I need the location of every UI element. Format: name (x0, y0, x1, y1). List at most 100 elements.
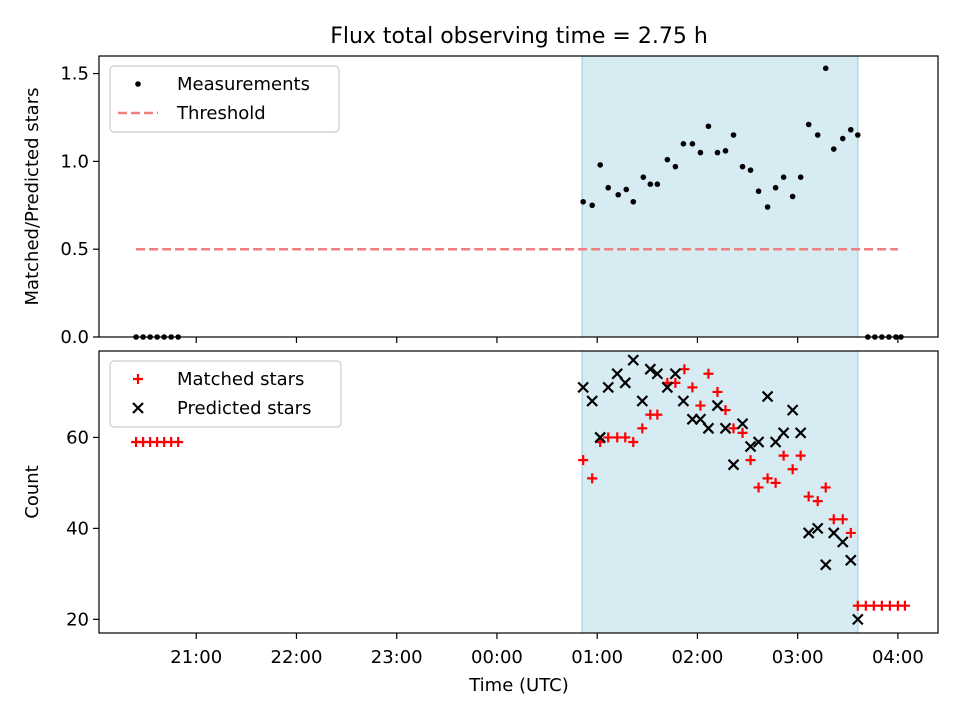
matched-star-marker (837, 514, 848, 525)
matched-star-marker (787, 464, 798, 475)
matched-star-marker (628, 436, 639, 447)
measurement-point (814, 132, 821, 138)
predicted-star-marker (752, 436, 765, 448)
panel-1: 0.0 0.5 1.0 1.5 Matched/Predicted stars Measu… (22, 55, 939, 348)
legend: Matched stars Predicted stars (109, 360, 342, 428)
predicted-star-marker (651, 367, 664, 380)
measurement-point (615, 191, 622, 198)
predicted-star-marker (661, 381, 674, 394)
predicted-star-marker (769, 436, 782, 448)
predicted-star-marker (594, 431, 606, 444)
predicted-star-marker (677, 395, 690, 407)
measurement-point (764, 204, 771, 210)
y-tick-label: 1.5 (60, 64, 89, 85)
measurement-point (772, 184, 779, 191)
plot-frame (98, 350, 939, 634)
measurement-point (623, 186, 630, 193)
matched-star-marker (637, 423, 648, 434)
predicted-star-marker (602, 381, 614, 394)
predicted-star-marker (636, 395, 649, 407)
y-tick-label: 20 (66, 609, 89, 630)
measurement-point (830, 146, 837, 152)
y-axis-label: Count (22, 465, 43, 518)
matched-star-marker (778, 450, 789, 461)
measurement-point (797, 174, 804, 180)
legend-label: Measurements (177, 74, 310, 95)
measurement-point (847, 126, 854, 133)
matched-star-marker (687, 382, 698, 393)
measurement-point (714, 149, 721, 156)
measurement-point (654, 181, 661, 188)
legend-box (109, 360, 342, 428)
observing-window-band (582, 351, 858, 633)
measurement-point (680, 141, 687, 147)
legend-x-icon (132, 402, 144, 414)
legend-label: Predicted stars (177, 398, 311, 419)
panels: 0.0 0.5 1.0 1.5 Matched/Predicted stars Measu… (22, 55, 939, 668)
x-tick-label: 02:00 (671, 647, 723, 668)
predicted-star-marker (744, 440, 757, 453)
predicted-star-marker (761, 390, 774, 403)
matched-star-marker (828, 514, 839, 525)
x-tick-label: 23:00 (371, 647, 423, 668)
panel-2: 20 40 60 21:00 22:00 23:00 00:00 01:00 02:00 03:0… (22, 350, 939, 668)
measurement-point (589, 202, 595, 209)
measurement-point (647, 181, 654, 188)
predicted-star-marker (827, 527, 840, 539)
measurement-point (747, 167, 754, 173)
plot-frame (98, 55, 939, 338)
series-matched-stars (131, 364, 910, 611)
predicted-star-marker (711, 399, 724, 412)
measurement-point (805, 121, 812, 128)
matched-star-marker (770, 477, 781, 488)
x-tick-label: 01:00 (571, 647, 623, 668)
measurement-point (789, 193, 796, 200)
chart-title: Flux total observing time = 2.75 h (330, 24, 708, 49)
measurement-point (697, 149, 704, 156)
legend-label: Matched stars (177, 369, 304, 390)
predicted-star-marker (836, 536, 849, 548)
predicted-star-marker (786, 404, 799, 416)
predicted-star-marker (586, 395, 598, 407)
predicted-star-marker (819, 558, 832, 571)
predicted-star-marker (794, 427, 807, 439)
predicted-star-marker (845, 554, 857, 567)
matched-star-marker (762, 473, 773, 484)
legend-plus-icon (133, 374, 143, 384)
legend-box (109, 65, 340, 133)
predicted-star-marker (669, 367, 682, 380)
predicted-star-marker (777, 427, 790, 439)
matched-star-marker (695, 400, 706, 411)
predicted-star-marker (719, 422, 732, 435)
matched-star-marker (173, 436, 184, 447)
matched-star-marker (652, 409, 663, 420)
predicted-star-marker (611, 367, 624, 380)
x-tick-label: 00:00 (471, 647, 523, 668)
matched-star-marker (737, 427, 748, 438)
predicted-star-marker (619, 377, 632, 389)
measurement-point (597, 162, 603, 168)
legend: Measurements Threshold (109, 65, 340, 133)
matched-star-marker (845, 527, 856, 538)
measurement-point (755, 188, 762, 195)
predicted-star-marker (802, 527, 815, 539)
predicted-star-marker (727, 458, 740, 471)
y-tick-label: 0.0 (60, 327, 89, 348)
matched-star-marker (703, 368, 714, 379)
measurement-point (672, 163, 679, 170)
y-tick-label: 40 (66, 518, 89, 539)
matched-star-marker (603, 432, 614, 443)
series-measurements (133, 65, 904, 340)
legend-label: Threshold (176, 103, 266, 124)
matched-star-marker (728, 423, 739, 434)
matched-star-marker (712, 386, 723, 397)
y-tick-label: 60 (66, 427, 89, 448)
observing-window-band (582, 56, 858, 337)
measurement-point (839, 135, 846, 142)
matched-star-marker (803, 491, 814, 502)
x-tick-label: 04:00 (872, 647, 924, 668)
measurement-point (689, 141, 696, 147)
predicted-star-marker (644, 363, 657, 375)
x-tick-label: 03:00 (772, 647, 824, 668)
